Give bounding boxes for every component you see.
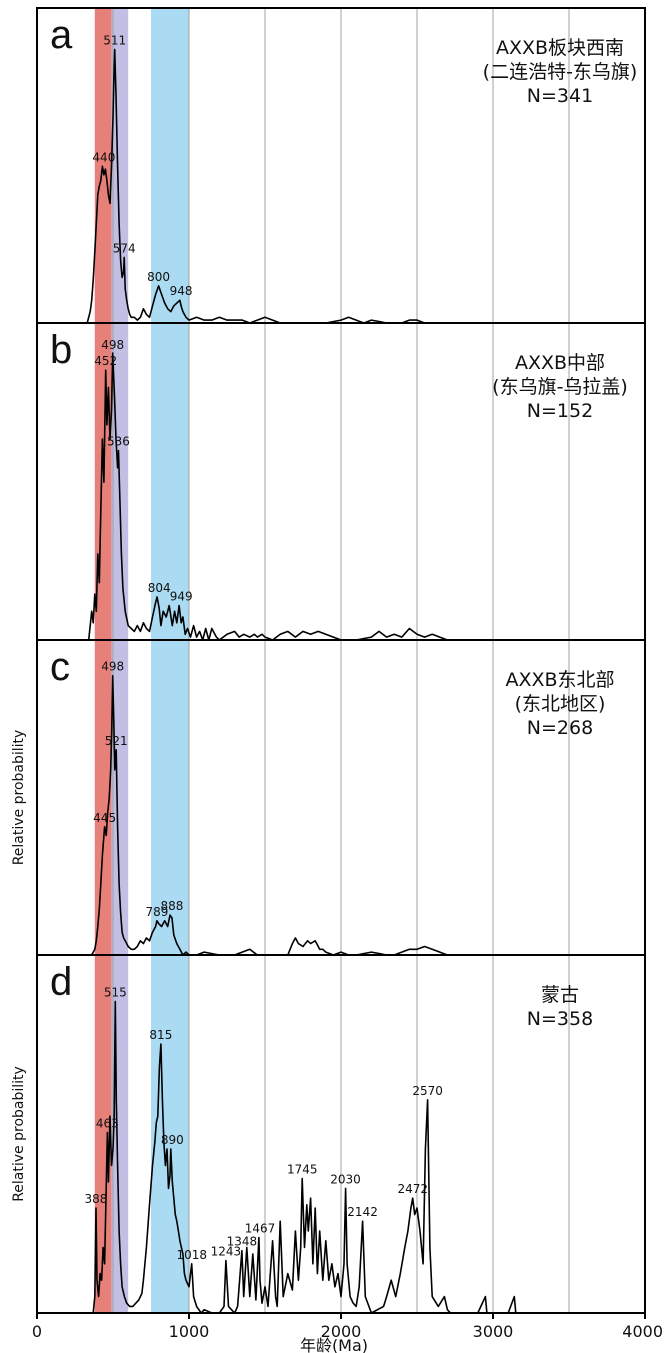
x-axis: 年龄(Ma) 0 1000 2000 3000 4000	[32, 1313, 663, 1353]
x-tick-label: 4000	[622, 1322, 663, 1341]
shaded-band-3	[151, 8, 189, 1313]
peak-label: 452	[94, 354, 117, 368]
peak-label: 536	[107, 435, 130, 449]
peak-label: 1018	[176, 1248, 207, 1262]
peak-label: 511	[103, 33, 126, 47]
peak-label: 2142	[347, 1205, 378, 1219]
peak-label: 949	[170, 590, 193, 604]
shaded-band-1	[94, 8, 112, 1313]
y-axis-label: Relative probability	[11, 730, 27, 866]
panel-c: c AXXB东北部(东北地区)N=268 Relative probability 4…	[11, 645, 645, 956]
panel-info-line: AXXB中部	[515, 352, 605, 374]
panel-d: d 蒙古N=358 Relative probability 515 815 463 890…	[11, 960, 593, 1314]
peak-label: 515	[104, 985, 127, 999]
x-axis-label: 年龄(Ma)	[300, 1336, 368, 1353]
age-shaded-bands	[94, 8, 189, 1313]
panel-info-line: N=268	[527, 717, 593, 739]
peak-label: 463	[96, 1117, 119, 1131]
peak-label: 890	[161, 1133, 184, 1147]
panel-info-line: (东乌旗-乌拉盖)	[492, 376, 628, 398]
peak-label: 815	[149, 1028, 172, 1042]
peak-label: 445	[93, 811, 116, 825]
panel-info-line: N=152	[527, 400, 593, 422]
peak-label: 440	[92, 150, 115, 164]
peak-label: 2472	[397, 1182, 428, 1196]
panel-info-line: 蒙古	[541, 984, 579, 1006]
peak-label: 388	[85, 1192, 108, 1206]
panel-info-line: AXXB东北部	[505, 669, 614, 691]
probability-curve-d	[37, 1000, 518, 1314]
x-tick-label: 3000	[473, 1322, 514, 1341]
panel-info-line: N=358	[527, 1008, 593, 1030]
y-axis-label: Relative probability	[11, 1066, 27, 1202]
panel-info-line: AXXB板块西南	[496, 37, 624, 59]
peak-label: 804	[148, 581, 171, 595]
peak-label: 498	[101, 660, 124, 674]
panel-letter: a	[50, 13, 73, 57]
x-tick-label: 1000	[169, 1322, 210, 1341]
panel-info-line: (东北地区)	[515, 693, 606, 715]
peak-label: 1467	[245, 1222, 276, 1236]
peak-label: 574	[113, 241, 136, 255]
probability-curve-c	[37, 674, 645, 956]
peak-label: 1348	[227, 1235, 258, 1249]
peak-label: 498	[101, 338, 124, 352]
x-tick-label: 2000	[321, 1322, 362, 1341]
peak-label: 1745	[287, 1163, 318, 1177]
peak-label: 948	[170, 284, 193, 298]
peak-label: 800	[147, 270, 170, 284]
panel-info-line: (二连浩特-东乌旗)	[483, 61, 638, 83]
panel-info-line: N=341	[527, 85, 593, 107]
panel-letter: b	[50, 328, 72, 372]
panel-letter: d	[50, 960, 72, 1004]
peak-label: 2030	[330, 1172, 361, 1186]
probability-curve-b	[37, 352, 645, 641]
peak-label: 521	[105, 734, 128, 748]
peak-label: 1243	[211, 1245, 242, 1259]
x-tick-label: 0	[32, 1322, 42, 1341]
panel-letter: c	[50, 645, 70, 689]
peak-label: 2570	[412, 1084, 443, 1098]
shaded-band-2	[111, 8, 129, 1313]
peak-label: 789	[145, 905, 168, 919]
peak-label: 888	[161, 899, 184, 913]
vertical-grid-lines	[112, 8, 570, 1313]
